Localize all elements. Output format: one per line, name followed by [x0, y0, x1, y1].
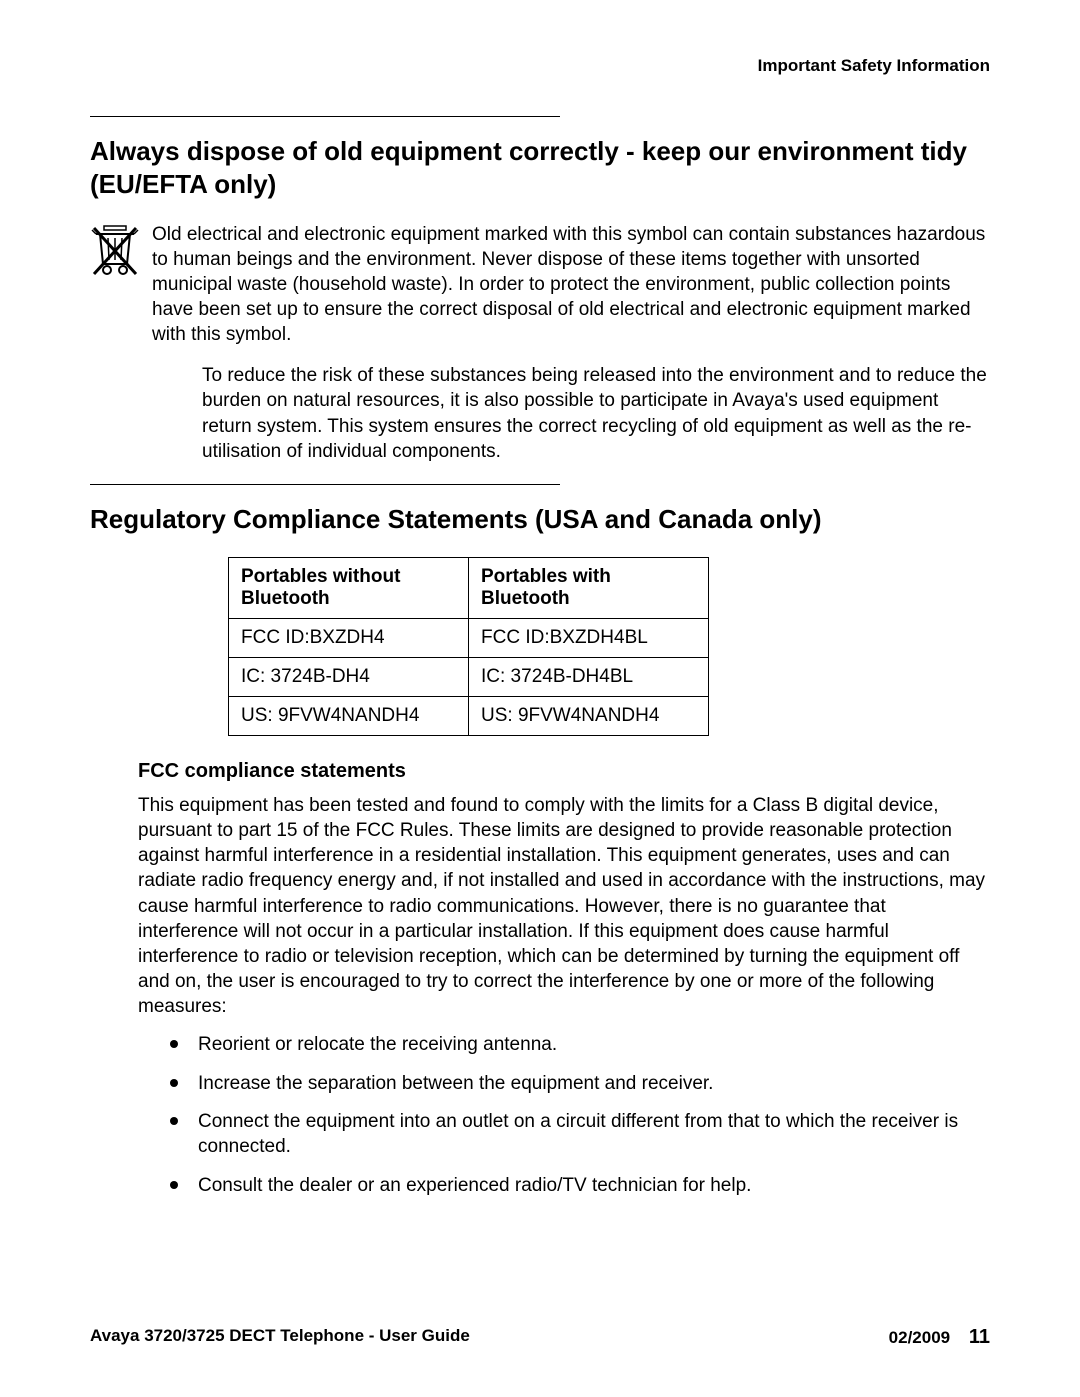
footer-right: 02/2009 11	[889, 1326, 990, 1349]
measures-list: Reorient or relocate the receiving anten…	[170, 1033, 990, 1198]
disposal-para2-block: To reduce the risk of these substances b…	[202, 363, 990, 463]
list-item: Increase the separation between the equi…	[170, 1072, 990, 1097]
disposal-para2: To reduce the risk of these substances b…	[202, 363, 990, 463]
disposal-block: Old electrical and electronic equipment …	[90, 222, 990, 347]
fcc-subtitle: FCC compliance statements	[138, 760, 990, 783]
table-cell: US: 9FVW4NANDH4	[469, 697, 709, 736]
weee-bin-icon	[90, 224, 140, 285]
table-cell: FCC ID:BXZDH4BL	[469, 619, 709, 658]
document-page: Important Safety Information Always disp…	[0, 0, 1080, 1397]
section-divider	[90, 484, 560, 485]
table-header-cell: Portables with Bluetooth	[469, 558, 709, 619]
table-header-cell: Portables without Bluetooth	[229, 558, 469, 619]
table-header-row: Portables without Bluetooth Portables wi…	[229, 558, 709, 619]
list-item: Consult the dealer or an experienced rad…	[170, 1174, 990, 1199]
table-row: US: 9FVW4NANDH4 US: 9FVW4NANDH4	[229, 697, 709, 736]
table-cell: US: 9FVW4NANDH4	[229, 697, 469, 736]
table-row: FCC ID:BXZDH4 FCC ID:BXZDH4BL	[229, 619, 709, 658]
page-footer: Avaya 3720/3725 DECT Telephone - User Gu…	[90, 1326, 990, 1349]
fcc-body-text: This equipment has been tested and found…	[138, 793, 990, 1019]
list-item: Reorient or relocate the receiving anten…	[170, 1033, 990, 1058]
footer-date: 02/2009	[889, 1328, 950, 1347]
footer-page-number: 11	[969, 1326, 990, 1348]
table-cell: IC: 3724B-DH4	[229, 658, 469, 697]
table-row: IC: 3724B-DH4 IC: 3724B-DH4BL	[229, 658, 709, 697]
disposal-para1: Old electrical and electronic equipment …	[152, 222, 990, 347]
section1-title: Always dispose of old equipment correctl…	[90, 135, 990, 200]
table-cell: IC: 3724B-DH4BL	[469, 658, 709, 697]
section-divider	[90, 116, 560, 117]
list-item: Connect the equipment into an outlet on …	[170, 1110, 990, 1159]
footer-doc-title: Avaya 3720/3725 DECT Telephone - User Gu…	[90, 1326, 470, 1349]
compliance-table: Portables without Bluetooth Portables wi…	[228, 557, 709, 736]
header-section-label: Important Safety Information	[90, 56, 990, 76]
table-cell: FCC ID:BXZDH4	[229, 619, 469, 658]
section2-title: Regulatory Compliance Statements (USA an…	[90, 503, 990, 536]
